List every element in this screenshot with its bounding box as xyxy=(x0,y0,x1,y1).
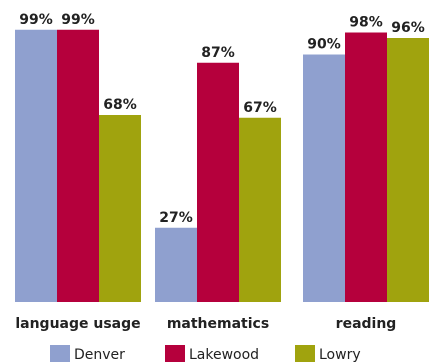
legend-swatch-lakewood xyxy=(165,345,185,362)
value-label-reading-denver: 90% xyxy=(307,37,341,53)
bar-mathematics-lakewood xyxy=(197,62,239,302)
bar-mathematics-denver xyxy=(155,227,197,302)
bars-group xyxy=(15,29,429,302)
value-label-mathematics-lakewood: 87% xyxy=(201,45,235,61)
bar-reading-lakewood xyxy=(345,32,387,302)
bar-language-usage-lowry xyxy=(99,115,141,302)
value-label-mathematics-lowry: 67% xyxy=(243,100,277,116)
value-label-language-usage-denver: 99% xyxy=(19,12,53,28)
value-label-reading-lakewood: 98% xyxy=(349,15,383,31)
value-label-reading-lowry: 96% xyxy=(391,20,425,36)
bar-reading-lowry xyxy=(387,38,429,302)
bar-reading-denver xyxy=(303,54,345,302)
legend-swatch-denver xyxy=(50,345,70,362)
category-label-mathematics: mathematics xyxy=(167,316,269,332)
bar-mathematics-lowry xyxy=(239,117,281,302)
legend-label-lowry: Lowry xyxy=(319,347,361,363)
legend-label-denver: Denver xyxy=(74,347,125,363)
value-label-language-usage-lowry: 68% xyxy=(103,97,137,113)
category-labels-group: language usage mathematics reading xyxy=(15,316,396,332)
category-label-language-usage: language usage xyxy=(15,316,140,332)
legend-swatch-lowry xyxy=(295,345,315,362)
bar-language-usage-lakewood xyxy=(57,29,99,302)
legend: Denver Lakewood Lowry xyxy=(50,345,361,363)
value-labels-group: 99% 99% 68% 27% 87% 67% 90% 98% 96% xyxy=(19,12,425,226)
value-label-mathematics-denver: 27% xyxy=(159,210,193,226)
value-label-language-usage-lakewood: 99% xyxy=(61,12,95,28)
bar-language-usage-denver xyxy=(15,29,57,302)
category-label-reading: reading xyxy=(336,316,397,332)
legend-label-lakewood: Lakewood xyxy=(189,347,259,363)
